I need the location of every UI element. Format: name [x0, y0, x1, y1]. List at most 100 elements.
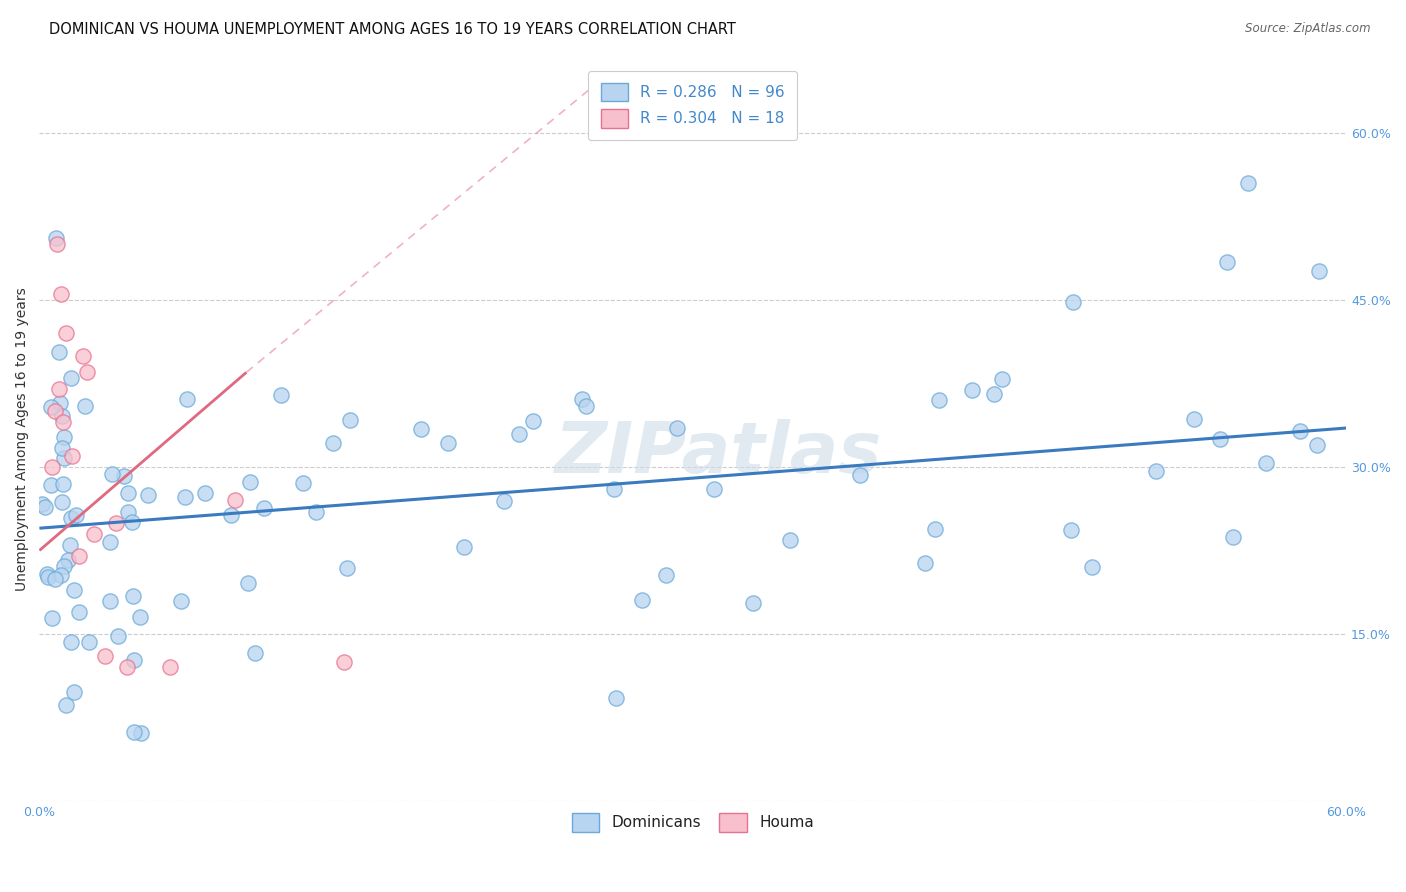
Point — [121, 516, 143, 530]
Point — [76, 365, 98, 379]
Point — [83, 526, 105, 541]
Point — [67, 605, 90, 619]
Point — [51, 495, 73, 509]
Point — [94, 649, 117, 664]
Legend: Dominicans, Houma: Dominicans, Houma — [560, 801, 827, 844]
Point — [270, 388, 292, 402]
Point — [1216, 255, 1239, 269]
Point — [51, 568, 73, 582]
Point — [1289, 424, 1312, 438]
Point — [129, 609, 152, 624]
Point — [59, 634, 82, 648]
Point — [243, 646, 266, 660]
Point — [63, 582, 86, 597]
Point — [960, 383, 983, 397]
Point — [65, 508, 87, 523]
Point — [51, 409, 73, 423]
Point — [983, 387, 1005, 401]
Point — [136, 487, 159, 501]
Point — [1062, 295, 1084, 310]
Point — [1081, 559, 1104, 574]
Point — [1237, 176, 1260, 190]
Point — [224, 493, 246, 508]
Point — [52, 558, 75, 573]
Point — [437, 436, 460, 450]
Point — [173, 491, 195, 505]
Point — [115, 660, 138, 674]
Point — [104, 516, 127, 530]
Point — [72, 349, 94, 363]
Point — [322, 435, 344, 450]
Point — [51, 441, 73, 455]
Point — [159, 660, 181, 674]
Point — [605, 691, 627, 706]
Point — [37, 570, 59, 584]
Text: Source: ZipAtlas.com: Source: ZipAtlas.com — [1246, 22, 1371, 36]
Point — [44, 404, 66, 418]
Point — [575, 399, 598, 413]
Point — [45, 237, 67, 252]
Point — [194, 485, 217, 500]
Point — [41, 611, 63, 625]
Point — [52, 477, 75, 491]
Point — [1144, 465, 1167, 479]
Point — [924, 522, 946, 536]
Point — [55, 326, 77, 341]
Point — [31, 497, 53, 511]
Point — [492, 493, 515, 508]
Point — [117, 486, 139, 500]
Point — [631, 592, 654, 607]
Point — [77, 634, 100, 648]
Point — [742, 596, 765, 610]
Point — [37, 566, 59, 581]
Point — [1182, 411, 1205, 425]
Point — [305, 505, 328, 519]
Point — [1222, 530, 1244, 544]
Point — [453, 540, 475, 554]
Point — [253, 501, 276, 516]
Point — [122, 653, 145, 667]
Point — [98, 534, 121, 549]
Point — [55, 698, 77, 712]
Point — [333, 655, 356, 669]
Point — [60, 511, 83, 525]
Point — [52, 416, 75, 430]
Point — [39, 400, 62, 414]
Y-axis label: Unemployment Among Ages 16 to 19 years: Unemployment Among Ages 16 to 19 years — [15, 287, 30, 591]
Point — [603, 482, 626, 496]
Point — [991, 372, 1014, 386]
Point — [53, 451, 76, 466]
Point — [291, 475, 314, 490]
Point — [928, 393, 950, 408]
Point — [124, 725, 146, 739]
Point — [1060, 523, 1083, 537]
Point — [53, 430, 76, 444]
Point — [48, 382, 70, 396]
Point — [170, 594, 193, 608]
Point — [45, 231, 67, 245]
Point — [101, 467, 124, 481]
Point — [1209, 432, 1232, 446]
Point — [56, 552, 79, 566]
Point — [117, 505, 139, 519]
Point — [63, 685, 86, 699]
Point — [60, 449, 83, 463]
Point — [59, 537, 82, 551]
Point — [1305, 438, 1327, 452]
Point — [522, 414, 544, 428]
Point — [176, 392, 198, 406]
Point — [219, 508, 242, 522]
Point — [914, 556, 936, 570]
Point — [703, 482, 725, 496]
Text: DOMINICAN VS HOUMA UNEMPLOYMENT AMONG AGES 16 TO 19 YEARS CORRELATION CHART: DOMINICAN VS HOUMA UNEMPLOYMENT AMONG AG… — [49, 22, 737, 37]
Point — [1254, 456, 1277, 470]
Point — [122, 590, 145, 604]
Point — [48, 345, 70, 359]
Point — [409, 422, 432, 436]
Point — [112, 469, 135, 483]
Text: ZIPatlas: ZIPatlas — [555, 419, 883, 488]
Point — [98, 593, 121, 607]
Point — [779, 533, 801, 548]
Point — [60, 370, 83, 384]
Point — [41, 460, 63, 475]
